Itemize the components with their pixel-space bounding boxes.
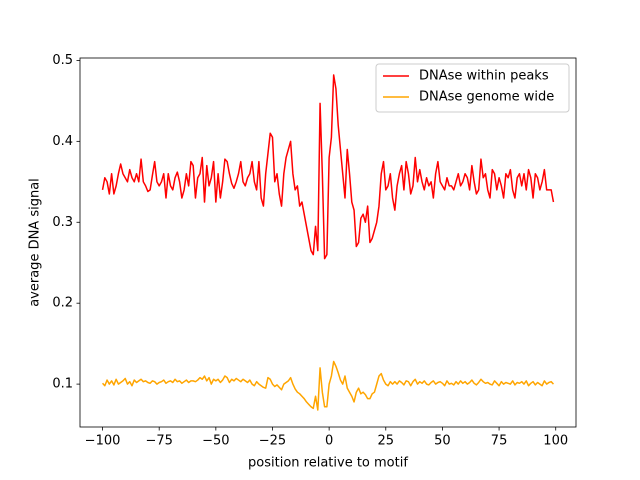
- data-line: [101, 74, 555, 260]
- axes-frame: [79, 57, 577, 428]
- x-tick-label: −75: [145, 434, 172, 449]
- y-tick-label: 0.4: [52, 134, 73, 149]
- legend-label: DNAse within peaks: [419, 69, 549, 84]
- legend-box: [375, 63, 570, 113]
- y-tick-label: 0.1: [52, 377, 73, 392]
- x-tick-label: −50: [202, 434, 229, 449]
- x-tick-label: 0: [325, 434, 333, 449]
- legend-label: DNAse genome wide: [419, 90, 554, 105]
- y-axis-label: average DNA signal: [28, 178, 43, 307]
- data-line: [102, 360, 554, 411]
- y-tick-label: 0.5: [52, 53, 73, 68]
- x-tick-label: 75: [491, 434, 508, 449]
- x-tick-label: −100: [85, 434, 121, 449]
- y-tick-label: 0.2: [52, 296, 73, 311]
- x-tick-label: 100: [543, 434, 568, 449]
- x-tick-label: 25: [378, 434, 395, 449]
- x-axis-label: position relative to motif: [248, 456, 408, 471]
- y-tick-label: 0.3: [52, 215, 73, 230]
- x-tick-label: 50: [434, 434, 451, 449]
- x-tick-label: −25: [259, 434, 286, 449]
